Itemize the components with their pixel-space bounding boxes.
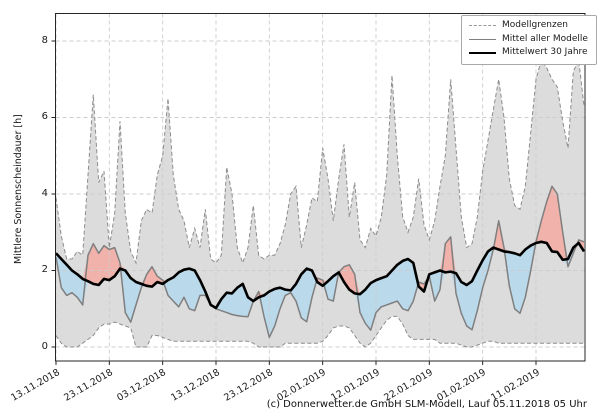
- y-tick-label: 0: [41, 340, 48, 352]
- dashed-line-icon: [469, 25, 496, 27]
- legend-item-mittelwert-30-jahre: Mittelwert 30 Jahre: [469, 46, 588, 60]
- gray-line-icon: [469, 38, 496, 40]
- upper-bound-line: [55, 58, 585, 265]
- copyright-caption: (c) Donnerwetter.de GmbH SLM-Modell, Lau…: [266, 399, 587, 410]
- legend-item-mittel-aller-modelle: Mittel aller Modelle: [469, 33, 588, 47]
- y-tick-label: 2: [41, 264, 48, 275]
- plot-border: [55, 13, 586, 362]
- y-tick-label: 8: [41, 34, 48, 46]
- below-climate-fill: [56, 241, 584, 338]
- model-mean-line: [55, 185, 585, 339]
- legend-label: Modellgrenzen: [502, 20, 568, 30]
- climate-mean-line: [55, 240, 586, 310]
- y-tick-label: 4: [41, 187, 48, 199]
- black-line-icon: [469, 51, 496, 54]
- legend-label: Mittelwert 30 Jahre: [502, 47, 588, 57]
- y-tick-label: 6: [41, 111, 48, 122]
- legend: Modellgrenzen Mittel aller Modelle Mitte…: [461, 15, 597, 65]
- legend-label: Mittel aller Modelle: [502, 33, 588, 44]
- y-axis-label: Mittlere Sonnenscheindauer [h]: [13, 114, 24, 264]
- legend-item-modellgrenzen: Modellgrenzen: [469, 19, 588, 33]
- lower-bound-line: [55, 315, 584, 348]
